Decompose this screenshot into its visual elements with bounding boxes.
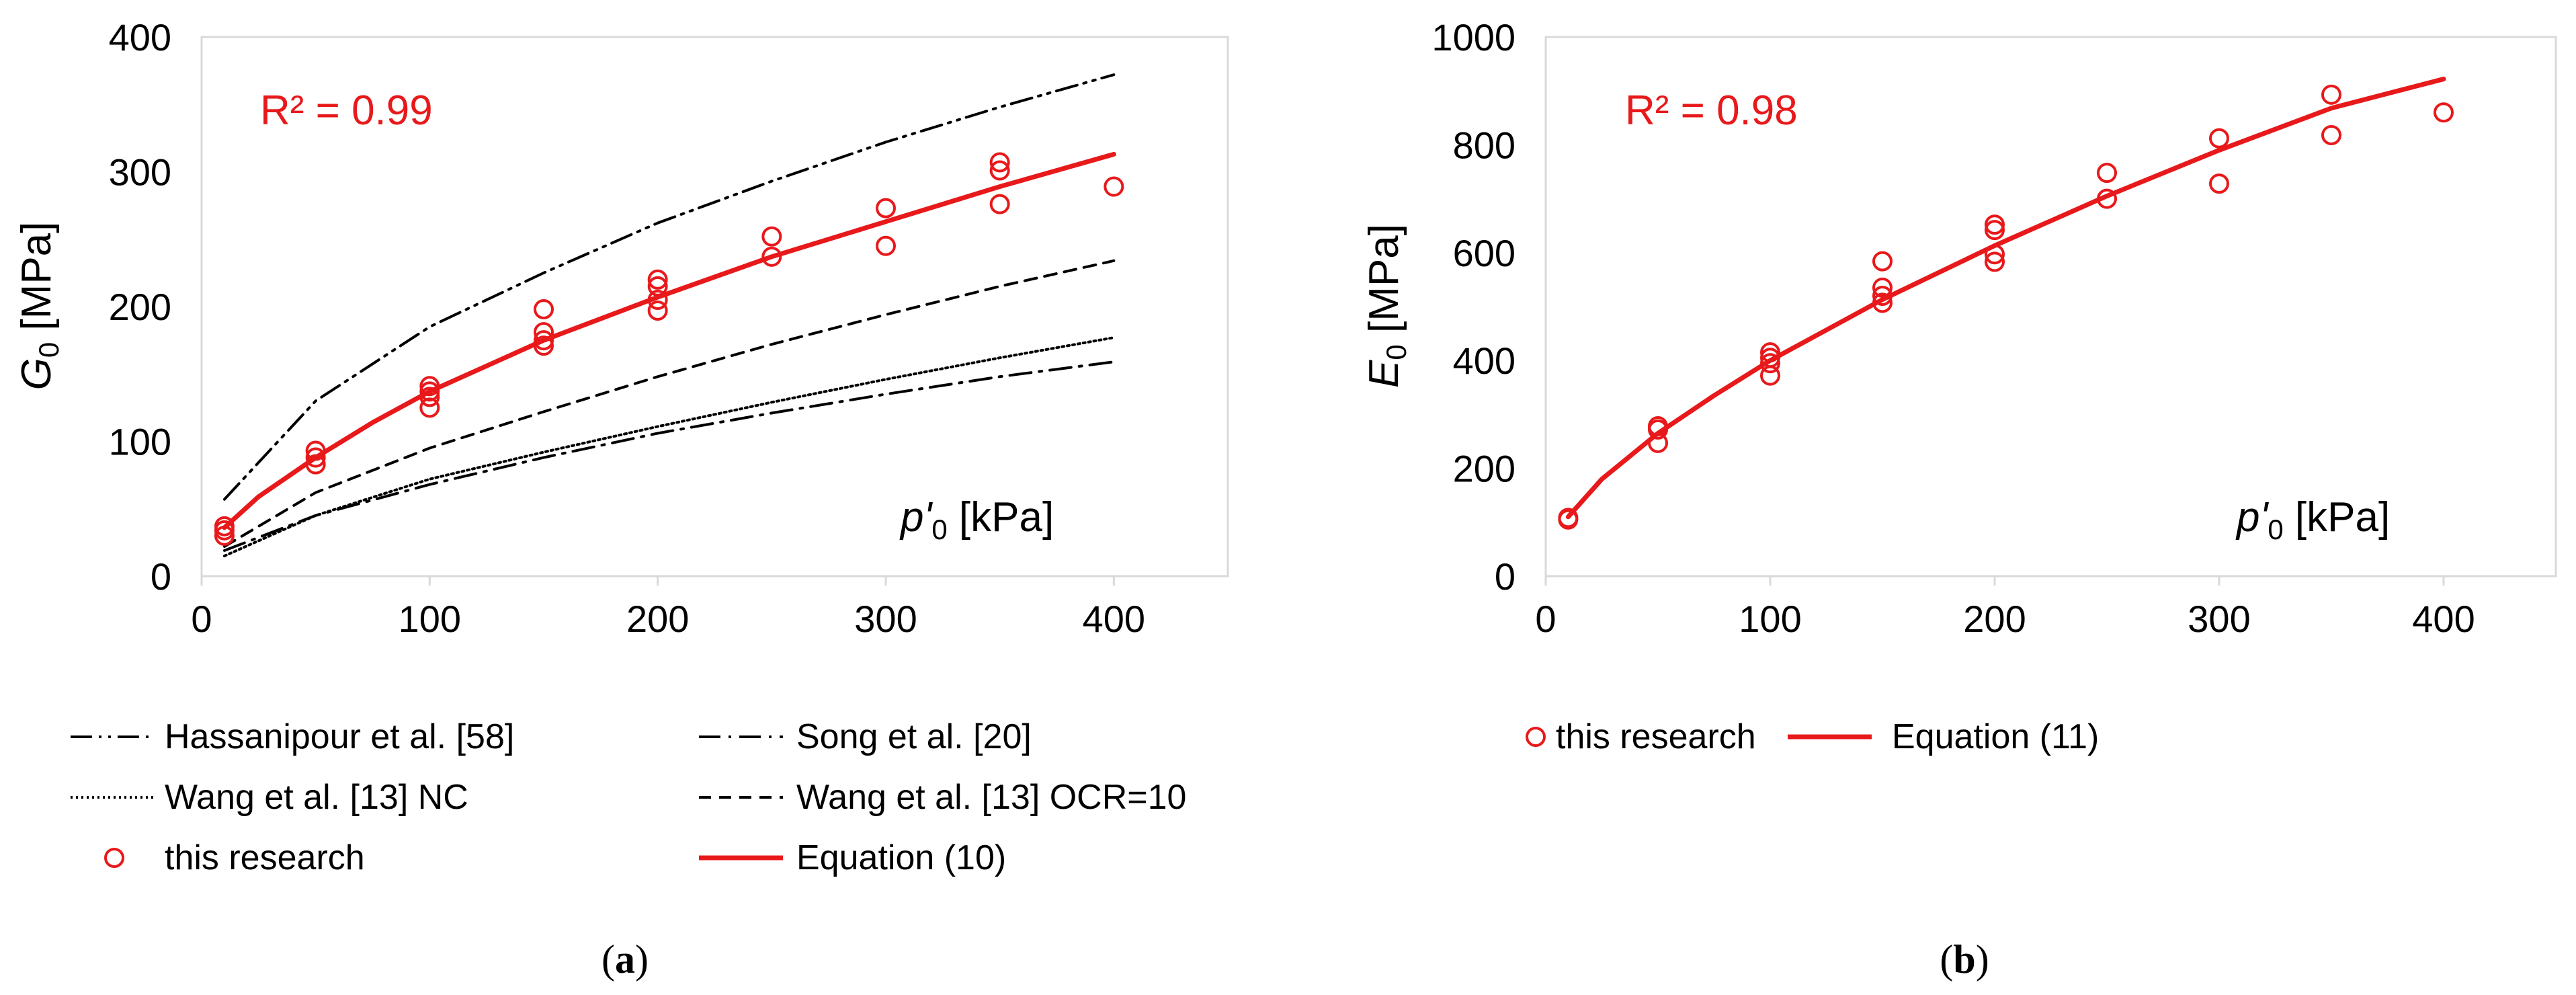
panel-b-data-point — [2321, 124, 2341, 145]
panel-a-x-tick-label: 300 — [854, 598, 917, 640]
panel-b-x-tick-label: 200 — [1963, 598, 2026, 640]
panel-b: 0 200 400 600 800 1000 0 100 200 300 400 R² = 0.98… — [1361, 16, 2557, 982]
panel-b-y-tick-label: 800 — [1453, 124, 1515, 166]
panel-b-data-point — [2434, 102, 2454, 123]
panel-a-y-tick-label: 400 — [109, 16, 171, 58]
panel-a-y-axis-label: G0 [MPa] — [13, 222, 65, 391]
panel-a-series-song-et-al-20 — [222, 360, 1116, 552]
panel-b-legend-label-this-research: this research — [1556, 717, 1756, 756]
panel-b-data-point — [2209, 128, 2229, 149]
panel-b-data-point — [2097, 163, 2117, 184]
panel-b-legend-marker-this-research — [1526, 727, 1546, 747]
panel-b-y-tick-label: 600 — [1453, 232, 1515, 274]
panel-a-series-wang-et-al-13-ocr-10 — [222, 259, 1116, 548]
panel-a-caption: (a) — [601, 937, 649, 982]
panel-a-data-point — [1104, 176, 1124, 197]
panel-b-y-tick-label: 1000 — [1431, 16, 1515, 58]
panel-a-y-tick-label: 200 — [109, 286, 171, 328]
panel-a: 0 100 200 300 400 0 100 200 300 400 R² = 0.99 p'0… — [13, 16, 1229, 982]
panel-a-x-tick-label: 200 — [626, 598, 689, 640]
panel-a-legend-label-wang-et-al-13-ocr-10: Wang et al. [13] OCR=10 — [796, 778, 1186, 817]
panel-a-data-point — [876, 198, 896, 218]
panel-b-data-point — [1985, 220, 2005, 241]
panel-b-legend: this research Equation (11) — [1526, 717, 2099, 756]
panel-a-x-tick-label: 100 — [399, 598, 461, 640]
panel-a-legend-label-wang-et-al-13-nc: Wang et al. [13] NC — [165, 778, 468, 817]
panel-a-data-point — [419, 381, 440, 402]
panel-a-series-equation-10 — [222, 151, 1116, 530]
panel-a-y-tick-label: 100 — [109, 421, 171, 463]
panel-b-data-point — [1985, 251, 2005, 272]
panel-b-data-point — [1985, 214, 2005, 235]
panel-b-y-tick-label: 400 — [1453, 340, 1515, 382]
panel-a-data-point — [989, 160, 1010, 181]
panel-a-series-hassanipour-et-al-58 — [222, 73, 1116, 501]
panel-b-x-tick-label: 300 — [2188, 598, 2250, 640]
panel-b-x-tick-label: 0 — [1535, 598, 1556, 640]
panel-a-data-point — [761, 226, 782, 247]
panel-a-legend-label-hassanipour-et-al-58: Hassanipour et al. [58] — [165, 717, 514, 756]
panel-a-x-tick-label: 400 — [1083, 598, 1145, 640]
panel-b-y-tick-label: 200 — [1453, 448, 1515, 490]
panel-b-series-equation-11 — [1565, 77, 2446, 520]
panel-b-y-tick-label: 0 — [1495, 555, 1515, 598]
panel-a-data-point — [305, 447, 326, 468]
panel-b-x-tick-label: 100 — [1739, 598, 1801, 640]
panel-a-data-point — [876, 235, 896, 256]
panel-a-legend-marker-this-research — [104, 848, 124, 868]
panel-b-data-point — [2321, 84, 2341, 105]
panel-b-data-point — [1872, 277, 1893, 298]
panel-b-data-point — [1872, 251, 1893, 272]
panel-a-y-tick-label: 0 — [151, 555, 171, 598]
panel-a-data-point — [534, 299, 554, 320]
panel-a-data-point — [647, 269, 668, 290]
panel-b-x-tick-label: 400 — [2412, 598, 2475, 640]
panel-a-data-point — [761, 246, 782, 267]
panel-b-y-axis-label: E0 [MPa] — [1361, 224, 1412, 388]
panel-b-data-point — [2209, 173, 2229, 194]
panel-a-data-point — [989, 152, 1010, 173]
panel-b-data-point — [1558, 508, 1579, 528]
panel-a-legend-label-this-research: this research — [165, 838, 365, 877]
panel-a-legend-label-song-et-al-20: Song et al. [20] — [796, 717, 1032, 756]
panel-a-data-point — [214, 516, 235, 536]
panel-a-legend-label-equation-10: Equation (10) — [796, 838, 1006, 877]
panel-a-data-point — [989, 194, 1010, 214]
panel-a-x-tick-label: 0 — [191, 598, 212, 640]
panel-b-caption: (b) — [1940, 937, 1989, 982]
panel-b-legend-label-equation-11: Equation (11) — [1892, 717, 2099, 756]
panel-a-y-tick-label: 300 — [109, 151, 171, 194]
panel-b-x-axis-label: p'0 [kPa] — [2235, 494, 2390, 545]
panel-a-x-axis-label: p'0 [kPa] — [899, 494, 1054, 545]
panel-a-data-point — [647, 301, 668, 321]
panel-a-data-point — [534, 330, 554, 351]
panel-a-legend: Hassanipour et al. [58] Song et al. [20] W… — [71, 717, 1186, 877]
panel-a-series-wang-et-al-13-nc — [222, 336, 1116, 557]
panel-a-r2-annotation: R² = 0.99 — [260, 87, 433, 134]
panel-b-r2-annotation: R² = 0.98 — [1625, 87, 1798, 134]
